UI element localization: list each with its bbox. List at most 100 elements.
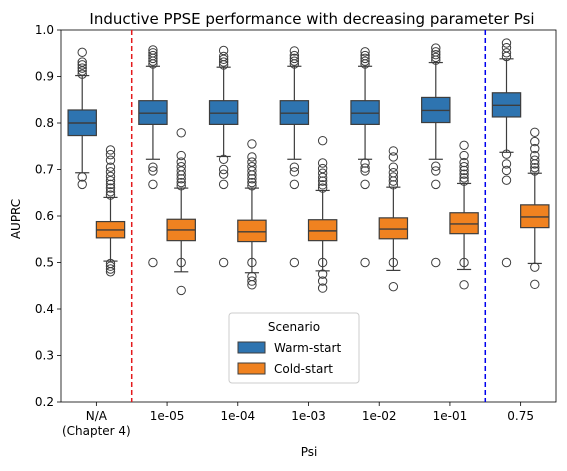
outlier-point [176, 157, 186, 167]
outlier-point [218, 169, 229, 179]
outlier-point [289, 179, 300, 190]
y-tick-label: 0.2 [35, 395, 54, 409]
outlier-point [360, 163, 370, 173]
outlier-point [218, 257, 229, 268]
legend: Scenario Warm-start Cold-start [228, 312, 360, 384]
outlier-point [431, 257, 441, 268]
outlier-point [105, 155, 116, 165]
outlier-point [218, 179, 229, 190]
outlier-point [501, 42, 512, 53]
outlier-point [431, 49, 441, 60]
outlier-point [360, 56, 370, 66]
outlier-point [360, 257, 370, 268]
outlier-point [289, 56, 300, 66]
outlier-point [176, 181, 186, 191]
outlier-point [148, 162, 158, 172]
y-tick-label: 0.4 [35, 302, 54, 316]
outlier-point [501, 159, 512, 169]
outlier-point [247, 152, 257, 162]
y-axis-label: AUPRC [9, 199, 23, 239]
outlier-point [105, 261, 116, 271]
outlier-point [218, 51, 229, 62]
outlier-point [530, 155, 540, 165]
outlier-point [459, 157, 469, 168]
outlier-point [148, 257, 158, 268]
outlier-point [176, 162, 186, 172]
outlier-point [247, 280, 257, 290]
outlier-point [530, 279, 540, 290]
outlier-point [317, 180, 328, 190]
outlier-point [176, 257, 186, 268]
outlier-point [105, 183, 116, 193]
outlier-point [176, 128, 186, 138]
outlier-point [148, 48, 158, 58]
outlier-point [247, 181, 257, 191]
outlier-point [388, 172, 399, 182]
outlier-point [317, 135, 328, 146]
outlier-point [77, 179, 87, 190]
plot-area: 0.2 0.3 0.4 0.5 0.6 0.7 0.8 0.9 1.0 N/A(Chapter 4… [35, 23, 557, 438]
legend-label: Cold-start [274, 362, 333, 376]
x-tick-label: 1e-04 [220, 409, 255, 423]
outlier-point [530, 166, 540, 176]
outlier-point [530, 143, 540, 154]
outlier-point [317, 163, 328, 174]
outlier-point [77, 172, 87, 182]
outlier-point [317, 276, 328, 286]
outlier-point [218, 154, 229, 164]
outlier-point [360, 50, 370, 61]
x-tick-label: 0.75 [507, 409, 534, 423]
outlier-point [431, 161, 441, 171]
outlier-point [459, 140, 469, 151]
outlier-point [105, 267, 116, 277]
y-tick-label: 1.0 [35, 23, 54, 37]
outlier-point [289, 53, 300, 64]
box [237, 219, 267, 243]
outlier-point [388, 146, 399, 156]
outlier-point [459, 280, 469, 290]
outlier-point [530, 162, 540, 173]
outlier-point [530, 127, 540, 138]
x-tick-label: 1e-02 [362, 409, 397, 423]
outlier-point [77, 69, 87, 79]
outlier-point [388, 152, 399, 162]
outlier-point [360, 47, 370, 57]
y-tick-label: 0.6 [35, 209, 54, 223]
outlier-point [317, 257, 328, 268]
outlier-point [105, 187, 116, 197]
outlier-point [459, 173, 469, 183]
outlier-point [388, 162, 399, 172]
x-tick-label: N/A [86, 409, 108, 423]
outlier-point [105, 167, 116, 177]
outlier-point [317, 269, 328, 279]
y-tick-label: 0.5 [35, 256, 54, 270]
outlier-point [247, 162, 257, 172]
outlier-point [388, 281, 399, 292]
outlier-point [360, 166, 370, 176]
outlier-point [317, 158, 328, 168]
outlier-point [360, 179, 370, 190]
outlier-point [317, 283, 328, 293]
outlier-point [105, 145, 116, 155]
outlier-point [459, 150, 469, 161]
outlier-point [388, 168, 399, 178]
outlier-point [148, 50, 158, 61]
x-axis-label: Psi [301, 445, 318, 459]
outlier-point [77, 57, 87, 67]
outlier-point [148, 179, 158, 190]
outlier-point [317, 168, 328, 178]
outlier-point [289, 167, 300, 177]
outlier-point [176, 285, 186, 296]
outlier-point [431, 52, 441, 63]
outlier-point [77, 47, 87, 58]
outlier-point [501, 48, 512, 58]
outlier-point [459, 257, 469, 268]
outlier-point [148, 45, 158, 55]
outlier-point [501, 175, 512, 185]
outlier-point [459, 176, 469, 186]
outlier-point [501, 149, 512, 159]
outlier-point [105, 149, 116, 160]
outlier-point [388, 257, 399, 268]
outlier-point [247, 177, 257, 188]
outlier-point [501, 257, 512, 268]
